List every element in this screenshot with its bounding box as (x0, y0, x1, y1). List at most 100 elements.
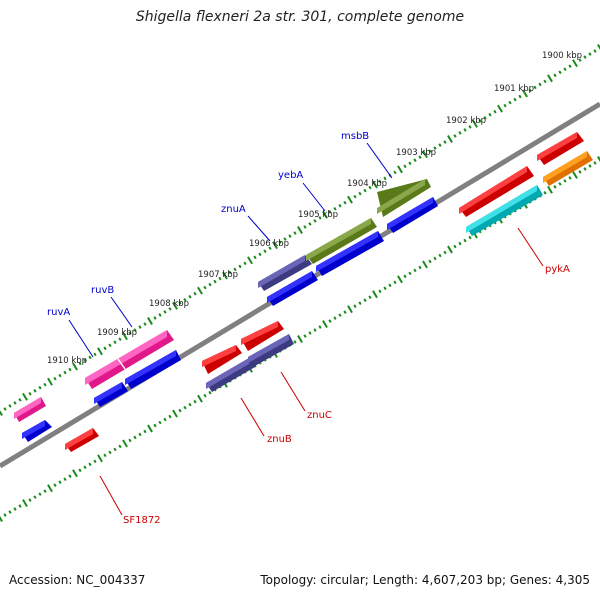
track-tick (343, 200, 347, 205)
gene-block-purple-znuC[interactable] (206, 334, 294, 392)
track-tick (322, 210, 328, 219)
track-tick (422, 260, 428, 269)
gene-block-blue-2[interactable] (94, 350, 181, 407)
track-tick (108, 343, 112, 348)
track-tick (178, 300, 182, 305)
track-tick (168, 307, 172, 311)
track-tick (188, 294, 192, 299)
track-tick (368, 185, 372, 190)
track-tick (113, 447, 117, 452)
track-tick (297, 335, 303, 343)
track-tick (303, 334, 307, 338)
track-tick (433, 146, 437, 150)
track-tick (333, 206, 337, 211)
gene-block-red-znuB[interactable] (202, 321, 284, 374)
track-tick (393, 280, 397, 285)
gene-block-red-pykA[interactable] (459, 132, 584, 217)
track-tick (333, 316, 337, 320)
track-tick (428, 259, 432, 264)
track-tick (553, 73, 557, 78)
track-tick (97, 454, 103, 463)
track-tick (428, 149, 432, 153)
track-tick (397, 165, 403, 174)
track-tick (458, 241, 462, 246)
track-tick (353, 304, 357, 308)
track-tick (508, 100, 512, 105)
track-tick (97, 347, 103, 356)
track-tick (183, 405, 187, 410)
track-tick (158, 420, 162, 425)
gene-block-pink-2[interactable] (85, 330, 174, 389)
track-tick (438, 253, 442, 258)
track-tick (368, 295, 372, 300)
gene-block-cyan-pykA[interactable] (466, 185, 543, 236)
gene-block-olive[interactable] (306, 179, 431, 264)
gene-label-znuA[interactable]: znuA (221, 204, 246, 215)
gene-leader-line (247, 215, 271, 242)
track-tick (378, 289, 382, 294)
track-tick (313, 328, 317, 332)
track-tick (322, 320, 328, 329)
track-tick (338, 203, 342, 208)
kbp-scale-labels: 1900 kbp 1901 kbp 1902 kbp 1903 kbp 1904 kbp… (47, 51, 582, 366)
track-tick (328, 209, 332, 214)
track-tick (13, 401, 17, 405)
track-tick (453, 134, 457, 138)
gene-label-msbB[interactable]: msbB (341, 131, 369, 142)
track-tick (578, 170, 582, 174)
track-tick (222, 271, 228, 280)
track-tick (318, 325, 322, 329)
gene-block-blue-1[interactable] (22, 420, 52, 442)
track-tick (378, 179, 382, 184)
track-tick (418, 155, 422, 160)
gene-label-leader-lines (68, 142, 544, 516)
track-tick (363, 298, 367, 303)
track-tick (238, 264, 242, 269)
track-tick (347, 305, 353, 314)
gene-leader-line (366, 142, 393, 179)
track-tick (22, 499, 28, 508)
track-tick (208, 390, 212, 395)
track-tick (328, 319, 332, 323)
gene-block-pink-1[interactable] (14, 397, 46, 422)
gene-block-blue-3[interactable] (267, 197, 438, 306)
track-tick (258, 252, 262, 257)
gene-label-ruvA[interactable]: ruvA (47, 307, 70, 318)
gene-label-znuB[interactable]: znuB (267, 434, 292, 445)
track-tick (172, 301, 178, 310)
gene-block-purple-znuA[interactable] (258, 255, 312, 291)
track-tick (128, 331, 132, 335)
track-tick (128, 438, 132, 443)
gene-label-yebA[interactable]: yebA (278, 170, 303, 181)
track-tick (72, 362, 78, 371)
track-tick (363, 188, 367, 193)
kbp-label: 1909 kbp (97, 328, 137, 338)
track-tick (563, 67, 567, 72)
gene-label-pykA[interactable]: pykA (545, 264, 570, 275)
gene-block-orange[interactable] (543, 151, 593, 186)
track-tick (418, 265, 422, 270)
track-tick (58, 480, 62, 485)
track-tick (47, 484, 53, 493)
gene-block-red-SF1872[interactable] (65, 428, 99, 452)
track-tick (308, 331, 312, 335)
track-tick (347, 195, 353, 204)
track-tick (303, 225, 307, 229)
track-tick (293, 340, 297, 344)
track-tick (103, 346, 107, 351)
gene-label-SF1872[interactable]: SF1872 (123, 515, 161, 526)
track-tick (388, 283, 392, 288)
track-tick (563, 179, 567, 183)
track-tick (83, 465, 87, 470)
gene-label-znuC[interactable]: znuC (307, 410, 332, 421)
track-tick (113, 340, 117, 345)
gene-leader-line (99, 475, 123, 516)
track-tick (163, 417, 167, 422)
track-tick (383, 176, 387, 181)
track-tick (118, 444, 122, 449)
track-tick (63, 370, 67, 375)
track-tick (8, 404, 12, 408)
gene-label-ruvB[interactable]: ruvB (91, 285, 114, 296)
kbp-label: 1901 kbp (494, 84, 534, 94)
track-tick (283, 237, 287, 241)
